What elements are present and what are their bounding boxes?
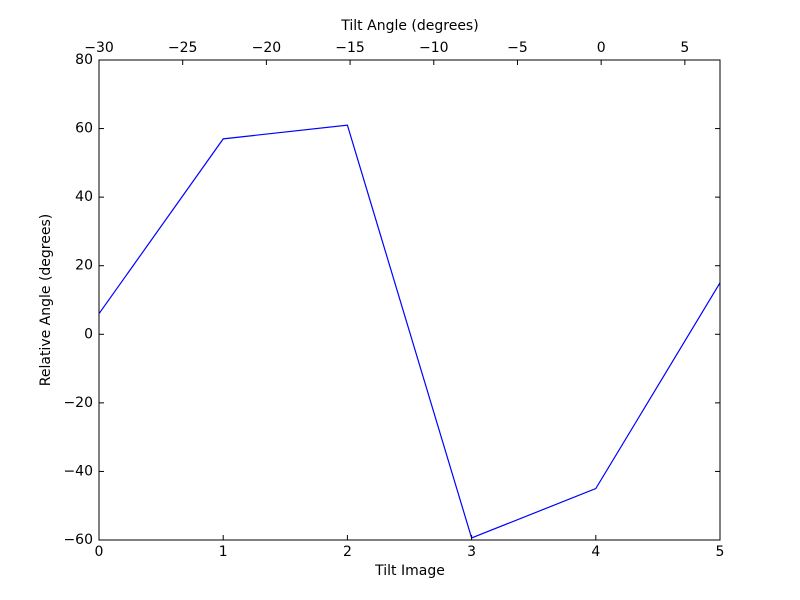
y-tick-label: 20 [75,258,93,274]
x-tick-label: 2 [343,544,352,560]
x-tick-label: 1 [219,544,228,560]
y-tick-label: −40 [63,463,93,479]
x-tick-label: 0 [95,544,104,560]
x-tick-label: 4 [591,544,600,560]
y-tick-label: 40 [75,189,93,205]
x-axis-label: Tilt Image [374,563,445,579]
x2-tick-label: −5 [507,40,528,56]
x-tick-label: 3 [467,544,476,560]
y-tick-label: 80 [75,52,93,68]
x2-tick-label: −15 [335,40,365,56]
y-tick-label: −60 [63,532,93,548]
y-tick-label: 0 [84,326,93,342]
x2-axis-label: Tilt Angle (degrees) [340,18,478,34]
y-tick-label: 60 [75,121,93,137]
x2-tick-label: −25 [168,40,198,56]
x2-tick-label: −30 [84,40,114,56]
x2-tick-label: −10 [419,40,449,56]
x-tick-label: 5 [716,544,725,560]
x2-tick-label: −20 [252,40,282,56]
plot-frame [98,59,721,541]
y-tick-label: −20 [63,395,93,411]
x2-tick-label: 5 [680,40,689,56]
data-line [98,124,721,539]
x2-tick-label: 0 [597,40,606,56]
y-axis-label: Relative Angle (degrees) [38,214,54,386]
